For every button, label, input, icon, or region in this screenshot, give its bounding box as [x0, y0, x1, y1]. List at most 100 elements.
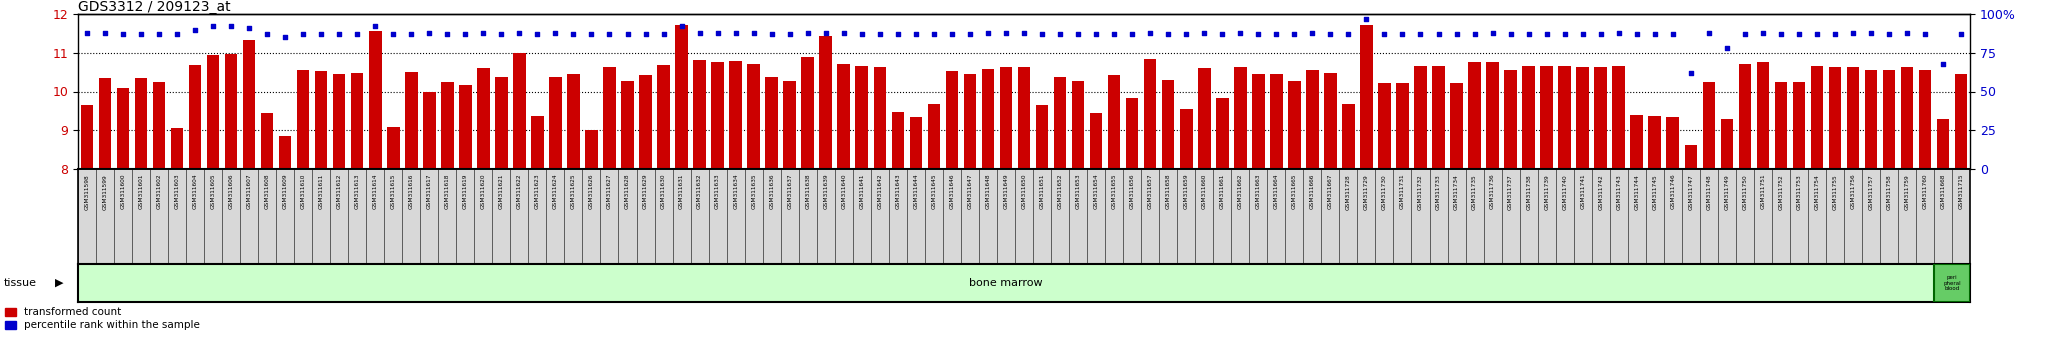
- Bar: [856, 66, 868, 169]
- Text: GSM311617: GSM311617: [426, 174, 432, 209]
- Bar: [819, 36, 831, 169]
- Bar: [440, 82, 453, 169]
- Text: GSM311626: GSM311626: [590, 174, 594, 209]
- Text: GSM311608: GSM311608: [264, 174, 270, 209]
- Bar: [207, 56, 219, 169]
- Bar: [1720, 119, 1733, 169]
- Text: GSM311749: GSM311749: [1724, 174, 1729, 210]
- Bar: [154, 82, 166, 169]
- Text: GSM311758: GSM311758: [1886, 174, 1892, 210]
- Point: [756, 31, 788, 37]
- Point: [846, 31, 879, 37]
- Point: [700, 30, 733, 35]
- Bar: [1559, 66, 1571, 169]
- Bar: [694, 60, 707, 169]
- Point: [395, 31, 428, 37]
- Text: GSM311654: GSM311654: [1094, 174, 1098, 209]
- Text: bone marrow: bone marrow: [969, 278, 1042, 288]
- Bar: [1126, 98, 1139, 169]
- Bar: [1612, 66, 1624, 169]
- Text: GSM311751: GSM311751: [1761, 174, 1765, 209]
- Bar: [784, 81, 797, 169]
- Bar: [1577, 68, 1589, 169]
- Bar: [260, 113, 272, 169]
- Point: [250, 31, 283, 37]
- Bar: [766, 77, 778, 169]
- Point: [1602, 30, 1634, 35]
- Text: GSM311662: GSM311662: [1237, 174, 1243, 209]
- Bar: [639, 75, 651, 169]
- Text: GSM311642: GSM311642: [877, 174, 883, 209]
- Bar: [1792, 82, 1804, 169]
- Text: GSM311644: GSM311644: [913, 174, 918, 209]
- Text: GSM311715: GSM311715: [1958, 174, 1964, 209]
- Text: GSM311663: GSM311663: [1255, 174, 1262, 209]
- Point: [1135, 30, 1167, 35]
- Point: [485, 31, 518, 37]
- Point: [971, 30, 1004, 35]
- Point: [1260, 31, 1292, 37]
- Text: GSM311746: GSM311746: [1671, 174, 1675, 209]
- Point: [1477, 30, 1509, 35]
- Text: GSM311743: GSM311743: [1616, 174, 1622, 210]
- Text: GSM311733: GSM311733: [1436, 174, 1442, 210]
- Point: [143, 31, 176, 37]
- Point: [864, 31, 897, 37]
- Bar: [604, 68, 616, 169]
- Point: [233, 25, 266, 31]
- Point: [1638, 31, 1671, 37]
- Point: [268, 34, 301, 40]
- Bar: [1018, 68, 1030, 169]
- Point: [1747, 30, 1780, 35]
- Bar: [1090, 113, 1102, 169]
- Bar: [170, 127, 182, 169]
- Bar: [676, 25, 688, 169]
- Text: ▶: ▶: [55, 278, 63, 288]
- Text: GSM311668: GSM311668: [1942, 174, 1946, 209]
- Bar: [98, 78, 111, 169]
- Text: peri
pheral
blood: peri pheral blood: [1944, 275, 1962, 291]
- Text: GSM311620: GSM311620: [481, 174, 485, 209]
- Point: [774, 31, 807, 37]
- Point: [305, 31, 338, 37]
- Bar: [1360, 25, 1372, 169]
- Text: GSM311739: GSM311739: [1544, 174, 1548, 210]
- Point: [1421, 31, 1454, 37]
- Bar: [1108, 75, 1120, 169]
- Bar: [1933, 264, 1970, 302]
- Bar: [1415, 66, 1427, 169]
- Bar: [1686, 145, 1698, 169]
- Text: GSM311738: GSM311738: [1526, 174, 1532, 210]
- Text: GSM311748: GSM311748: [1706, 174, 1712, 210]
- Text: GSM311610: GSM311610: [301, 174, 305, 209]
- Text: GSM311755: GSM311755: [1833, 174, 1837, 210]
- Text: GSM311637: GSM311637: [786, 174, 793, 209]
- Text: GSM311734: GSM311734: [1454, 174, 1458, 210]
- Bar: [117, 88, 129, 169]
- Point: [88, 30, 121, 35]
- Point: [666, 24, 698, 29]
- Bar: [188, 65, 201, 169]
- Point: [1458, 31, 1491, 37]
- Text: GSM311621: GSM311621: [500, 174, 504, 209]
- Point: [1405, 31, 1438, 37]
- Text: GSM311622: GSM311622: [516, 174, 522, 209]
- Bar: [1630, 115, 1642, 169]
- Bar: [838, 64, 850, 169]
- Point: [520, 31, 553, 37]
- Text: GSM311655: GSM311655: [1112, 174, 1116, 209]
- Bar: [657, 65, 670, 169]
- Point: [1530, 31, 1563, 37]
- Text: GSM311627: GSM311627: [606, 174, 612, 209]
- Point: [1169, 31, 1202, 37]
- Point: [1061, 31, 1094, 37]
- Bar: [981, 69, 993, 169]
- Point: [1710, 45, 1743, 51]
- Bar: [891, 112, 903, 169]
- Text: GSM311658: GSM311658: [1165, 174, 1171, 209]
- Bar: [135, 78, 147, 169]
- Point: [557, 31, 590, 37]
- Point: [1206, 31, 1239, 37]
- Bar: [279, 136, 291, 169]
- Text: GSM311740: GSM311740: [1563, 174, 1567, 210]
